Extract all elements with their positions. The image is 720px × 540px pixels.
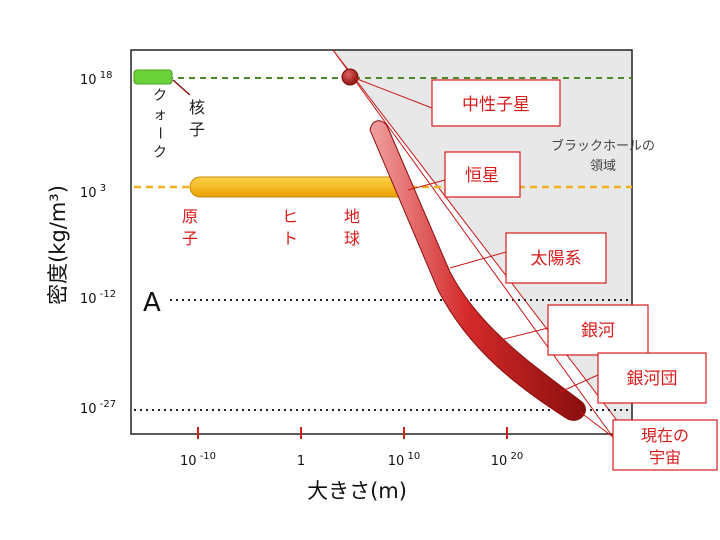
label-nucleus-char-0: 核 xyxy=(189,98,205,117)
label-atom: 原子 xyxy=(182,207,198,248)
black-hole-boundary-line xyxy=(332,49,616,441)
callout-galaxy-cluster: 銀河団 xyxy=(597,352,707,404)
plot-frame xyxy=(130,49,633,435)
y-tick-label-3: 10 -27 xyxy=(80,399,116,417)
callout-leaders xyxy=(172,76,614,438)
x-axis-title: 大きさ(m) xyxy=(307,479,407,503)
label-human-char-1: ト xyxy=(282,229,298,248)
callout-neutron-star-text: 中性子星 xyxy=(462,95,530,115)
callout-star-text: 恒星 xyxy=(465,166,499,186)
x-tick-label-0: 10 -10 xyxy=(180,451,216,469)
label-earth: 地球 xyxy=(344,207,360,248)
marker-a: A xyxy=(143,288,161,318)
black-hole-region-label-2: 領域 xyxy=(590,158,616,174)
label-atom-char-1: 子 xyxy=(182,229,198,248)
leader-neutron-star xyxy=(351,76,433,109)
leader-galaxy-cluster xyxy=(559,374,599,393)
label-human: ヒト xyxy=(282,207,298,248)
black-hole-region-label: ブラックホールの xyxy=(551,138,655,154)
label-human-char-0: ヒ xyxy=(282,207,298,226)
label-atom-char-0: 原 xyxy=(182,207,198,226)
y-tick-label-0: 10 18 xyxy=(80,70,112,88)
callout-universe: 現在の 宇宙 xyxy=(612,419,718,471)
callout-galaxy-cluster-text: 銀河団 xyxy=(627,369,678,389)
x-axis-ticks: 10 -10 1 10 10 10 20 xyxy=(180,427,523,469)
label-quark-char-2: ー xyxy=(151,126,167,140)
callout-solar-system: 太陽系 xyxy=(505,232,607,284)
callout-galaxy-text: 銀河 xyxy=(581,321,615,341)
callout-galaxy: 銀河 xyxy=(547,304,649,356)
y-axis-title: 密度(kg/m³) xyxy=(46,185,70,305)
callout-universe-text-2: 宇宙 xyxy=(649,448,681,467)
leader-solar-system xyxy=(449,251,507,269)
leader-universe xyxy=(579,411,614,438)
neutron-star-marker xyxy=(341,68,359,86)
x-tick-label-3: 10 20 xyxy=(491,451,523,469)
x-tick-label-1: 1 xyxy=(297,454,305,469)
callout-star: 恒星 xyxy=(444,151,521,198)
callout-solar-system-text: 太陽系 xyxy=(531,249,582,269)
label-quark-char-1: ォ xyxy=(153,107,167,123)
x-tick-label-2: 10 10 xyxy=(388,451,420,469)
callout-neutron-star: 中性子星 xyxy=(431,79,561,127)
label-earth-char-0: 地 xyxy=(344,207,360,226)
leader-galaxy xyxy=(499,327,549,341)
label-quark-char-3: ク xyxy=(153,145,167,161)
label-quark-char-0: ク xyxy=(153,88,167,104)
y-tick-label-1: 10 3 xyxy=(80,183,106,201)
label-nucleus: 核子 xyxy=(189,98,205,139)
nucleus-bar xyxy=(133,69,173,85)
label-earth-char-1: 球 xyxy=(344,229,360,248)
label-nucleus-char-1: 子 xyxy=(189,120,205,139)
leader-nucleus xyxy=(172,79,191,96)
y-axis-tick-labels: 10 18 10 3 10 -12 10 -27 xyxy=(80,70,116,417)
matter-bar xyxy=(189,176,411,198)
callout-universe-text-1: 現在の xyxy=(641,426,689,445)
y-tick-label-2: 10 -12 xyxy=(80,289,116,307)
leader-star xyxy=(407,179,446,191)
